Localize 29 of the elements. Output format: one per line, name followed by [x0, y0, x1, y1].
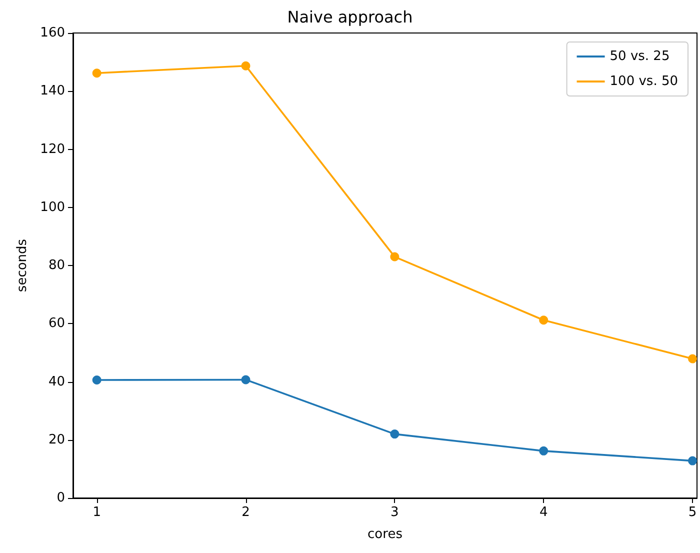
x-tick-label: 2: [242, 505, 250, 520]
y-tick-label: 20: [48, 432, 65, 448]
x-tick-label: 3: [390, 505, 399, 520]
y-tick-label: 160: [40, 26, 65, 40]
point: [92, 68, 102, 78]
legend-label: 100 vs. 50: [610, 74, 678, 89]
point: [539, 316, 548, 325]
y-tick-label: 0: [56, 490, 65, 506]
y-axis-title: seconds: [15, 238, 30, 292]
y-tick-label: 80: [48, 258, 65, 273]
legend-label: 50 vs. 25: [610, 49, 670, 64]
y-tick-label: 120: [40, 142, 65, 157]
point: [241, 375, 250, 384]
point: [92, 376, 102, 385]
x-tick-label: 4: [539, 505, 548, 520]
y-tick-label: 40: [48, 374, 65, 390]
point: [539, 446, 548, 456]
x-tick-label: 5: [688, 505, 697, 520]
y-tick-label: 60: [48, 316, 65, 332]
y-tick-label: 100: [40, 200, 65, 215]
x-tick-label: 1: [92, 505, 101, 520]
point: [688, 354, 698, 364]
x-axis-title: cores: [368, 527, 403, 542]
y-tick-label: 140: [40, 84, 65, 99]
point: [688, 456, 698, 466]
point: [390, 430, 400, 439]
point: [390, 252, 400, 262]
point: [241, 61, 250, 70]
chart-title: Naive approach: [287, 8, 413, 26]
